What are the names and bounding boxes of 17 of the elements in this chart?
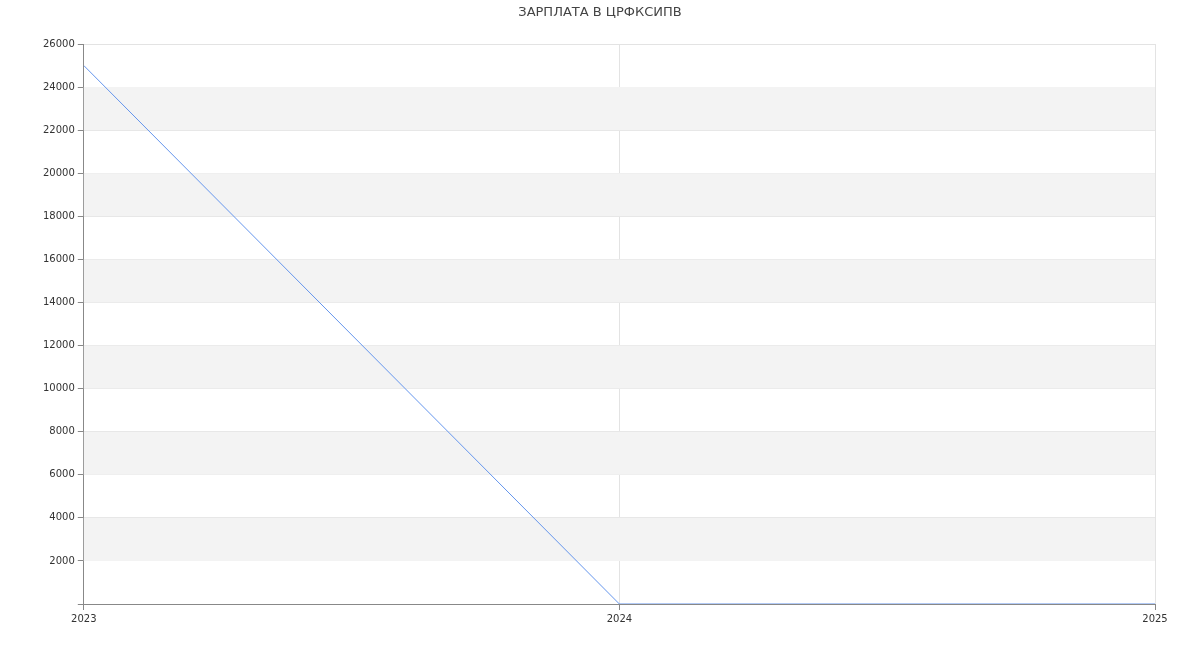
y-tick-label: 20000 [43, 166, 75, 178]
y-tick-label: 18000 [43, 209, 75, 221]
y-tick-label: 6000 [49, 468, 75, 480]
x-tick-label: 2023 [71, 612, 97, 624]
y-tick-label: 4000 [49, 511, 75, 523]
y-tick-label: 26000 [43, 37, 75, 49]
y-tick-label: 10000 [43, 382, 75, 394]
y-tick-label: 14000 [43, 296, 75, 308]
x-tick-label: 2025 [1142, 612, 1168, 624]
y-tick-label: 24000 [43, 80, 75, 92]
y-tick-label: 22000 [43, 123, 75, 135]
y-tick-label: 12000 [43, 339, 75, 351]
y-tick-label: 16000 [43, 252, 75, 264]
y-tick-label: 2000 [49, 554, 75, 566]
y-tick-label: 8000 [49, 425, 75, 437]
chart-title: ЗАРПЛАТА В ЦРФКСИПВ [517, 4, 683, 19]
x-tick-label: 2024 [606, 612, 633, 624]
